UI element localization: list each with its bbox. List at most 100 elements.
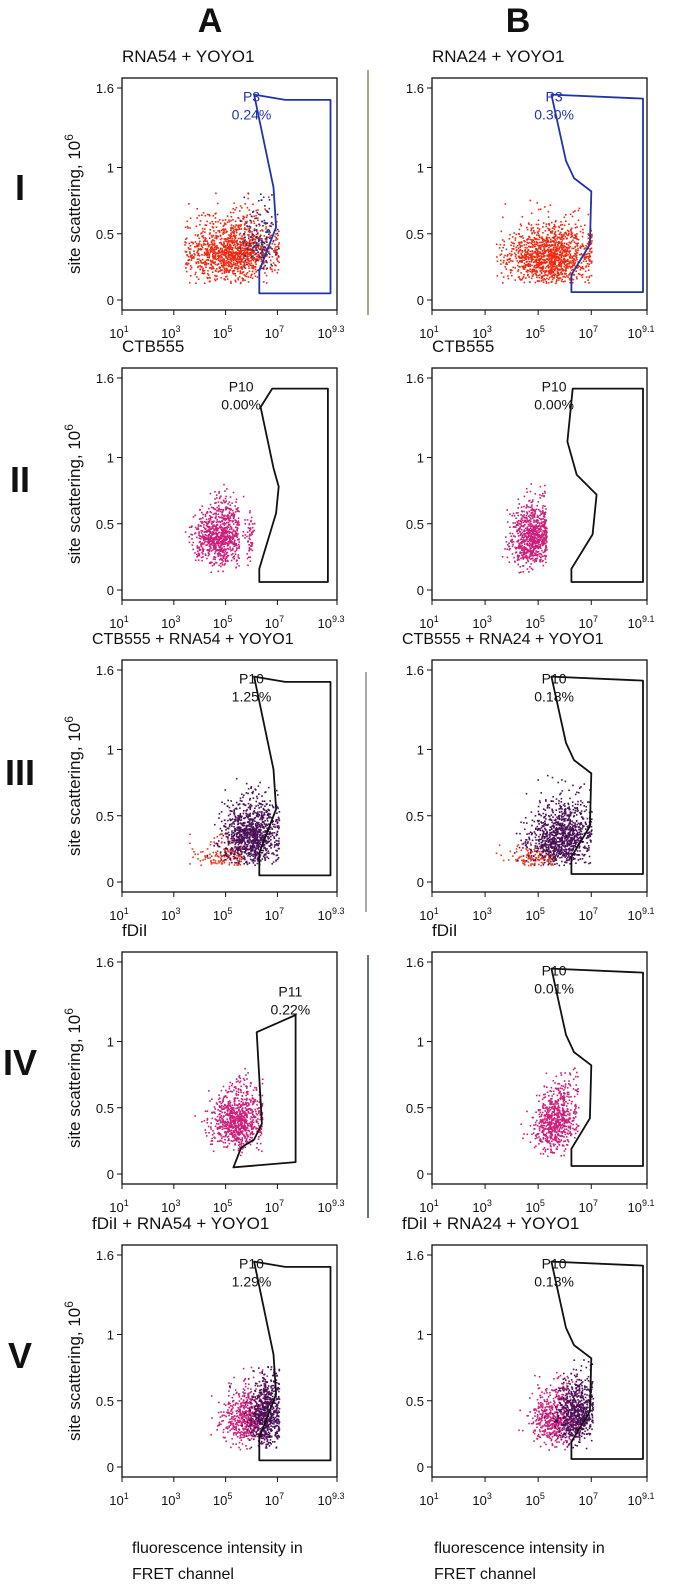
data-point <box>527 269 530 272</box>
x-tick-exponent: 7 <box>279 324 284 334</box>
data-point <box>272 250 275 252</box>
data-point <box>214 556 217 559</box>
data-point <box>233 273 235 275</box>
data-point <box>244 537 246 539</box>
data-point <box>232 211 235 214</box>
data-point <box>254 217 256 220</box>
data-point <box>517 264 519 267</box>
data-point <box>262 225 264 227</box>
data-point <box>216 529 219 532</box>
x-tick-exponent: 1 <box>124 324 129 334</box>
data-point <box>518 250 520 253</box>
data-point <box>557 279 560 281</box>
data-point <box>208 549 210 552</box>
data-point <box>231 255 234 258</box>
data-point <box>217 220 219 223</box>
data-point <box>249 239 251 242</box>
data-point <box>223 245 226 248</box>
data-point <box>185 267 187 269</box>
data-point <box>226 238 229 241</box>
data-point <box>590 236 593 238</box>
data-point <box>569 213 572 216</box>
data-point <box>265 228 267 230</box>
data-point <box>245 834 247 836</box>
data-point <box>231 252 233 255</box>
data-point <box>253 228 256 230</box>
data-point <box>211 246 213 248</box>
x-tick-label: 105 <box>213 614 232 631</box>
data-point <box>244 279 246 282</box>
data-point <box>195 282 197 284</box>
data-point <box>584 224 586 227</box>
data-point <box>210 250 212 252</box>
data-point <box>226 853 228 856</box>
data-point <box>231 231 234 233</box>
data-point <box>239 839 242 842</box>
data-point <box>245 258 247 261</box>
data-point <box>215 527 217 530</box>
data-point <box>243 250 246 252</box>
data-point <box>539 527 541 530</box>
data-point <box>203 521 206 523</box>
data-point <box>206 557 208 560</box>
data-point <box>581 235 584 238</box>
data-point <box>542 564 545 567</box>
data-point <box>227 530 230 533</box>
data-point <box>537 536 540 539</box>
data-point <box>554 244 557 247</box>
data-point <box>229 269 232 271</box>
data-point <box>542 240 545 243</box>
data-point <box>543 527 546 529</box>
data-point <box>195 242 198 245</box>
data-point <box>219 248 222 251</box>
data-point <box>236 559 238 561</box>
data-point <box>191 257 194 259</box>
data-point <box>566 234 569 236</box>
data-point <box>556 257 558 259</box>
data-point <box>244 245 246 248</box>
data-point <box>252 247 254 249</box>
data-point <box>537 551 540 553</box>
data-point <box>553 240 556 242</box>
data-point <box>200 266 203 268</box>
data-point <box>230 837 232 840</box>
x-tick-label: 109.3 <box>318 614 345 631</box>
data-point <box>205 522 208 525</box>
data-point <box>246 248 249 250</box>
data-point <box>544 513 546 515</box>
data-point <box>216 519 218 521</box>
data-point <box>210 542 213 545</box>
data-point <box>539 510 541 512</box>
data-point <box>526 550 528 552</box>
data-point <box>520 571 522 573</box>
data-point <box>563 258 566 261</box>
data-point <box>573 237 575 239</box>
data-point <box>256 269 259 272</box>
x-tick-base: 10 <box>579 326 593 341</box>
data-point <box>557 244 559 247</box>
data-point <box>206 247 209 250</box>
data-point <box>523 495 526 498</box>
data-point <box>543 524 545 527</box>
data-point <box>256 822 259 825</box>
data-point <box>566 229 569 232</box>
data-point <box>237 538 239 541</box>
data-point <box>247 815 250 817</box>
data-point <box>212 541 215 543</box>
data-point <box>566 275 568 277</box>
data-point <box>223 528 226 530</box>
data-point <box>229 536 232 539</box>
data-point <box>505 248 508 251</box>
data-point <box>574 253 577 256</box>
data-point <box>216 535 219 538</box>
data-point <box>531 529 533 531</box>
data-point <box>220 229 223 232</box>
data-point <box>193 851 195 853</box>
data-point <box>563 244 565 247</box>
x-tick-exponent: 5 <box>227 906 232 916</box>
data-point <box>227 519 230 521</box>
data-point <box>541 241 544 243</box>
data-point <box>542 270 545 273</box>
data-point <box>213 520 215 523</box>
data-point <box>567 234 570 237</box>
